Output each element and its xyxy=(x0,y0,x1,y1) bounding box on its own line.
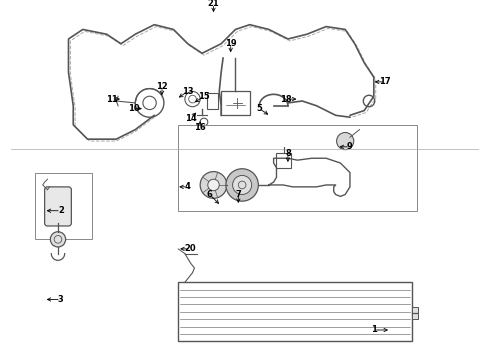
Text: 17: 17 xyxy=(379,77,391,86)
Bar xyxy=(276,153,291,168)
Bar xyxy=(207,93,218,109)
Circle shape xyxy=(233,175,252,194)
Text: 2: 2 xyxy=(58,206,64,215)
Text: 11: 11 xyxy=(105,95,117,104)
Text: 1: 1 xyxy=(371,325,377,334)
Text: 19: 19 xyxy=(225,39,237,48)
Bar xyxy=(221,91,250,115)
Text: 14: 14 xyxy=(185,114,196,123)
Text: 4: 4 xyxy=(185,183,191,192)
Text: 6: 6 xyxy=(207,190,213,199)
Circle shape xyxy=(337,132,354,150)
Text: 18: 18 xyxy=(280,95,292,104)
Text: 20: 20 xyxy=(185,244,196,253)
Text: 3: 3 xyxy=(58,295,64,304)
Text: 5: 5 xyxy=(256,104,262,113)
Bar xyxy=(178,125,416,211)
Text: 12: 12 xyxy=(156,82,168,91)
Text: 9: 9 xyxy=(347,142,353,151)
Text: 8: 8 xyxy=(285,149,291,158)
Bar xyxy=(412,307,417,319)
Text: 13: 13 xyxy=(182,87,194,96)
Text: 7: 7 xyxy=(236,190,241,199)
Bar xyxy=(178,282,412,341)
Circle shape xyxy=(208,179,219,191)
Text: 16: 16 xyxy=(194,123,206,132)
Text: 21: 21 xyxy=(208,0,220,8)
Circle shape xyxy=(50,232,66,247)
Bar xyxy=(35,172,92,239)
Circle shape xyxy=(226,169,258,201)
Text: 10: 10 xyxy=(127,104,139,113)
Circle shape xyxy=(200,172,227,198)
Text: 15: 15 xyxy=(198,92,210,101)
FancyBboxPatch shape xyxy=(45,187,72,226)
